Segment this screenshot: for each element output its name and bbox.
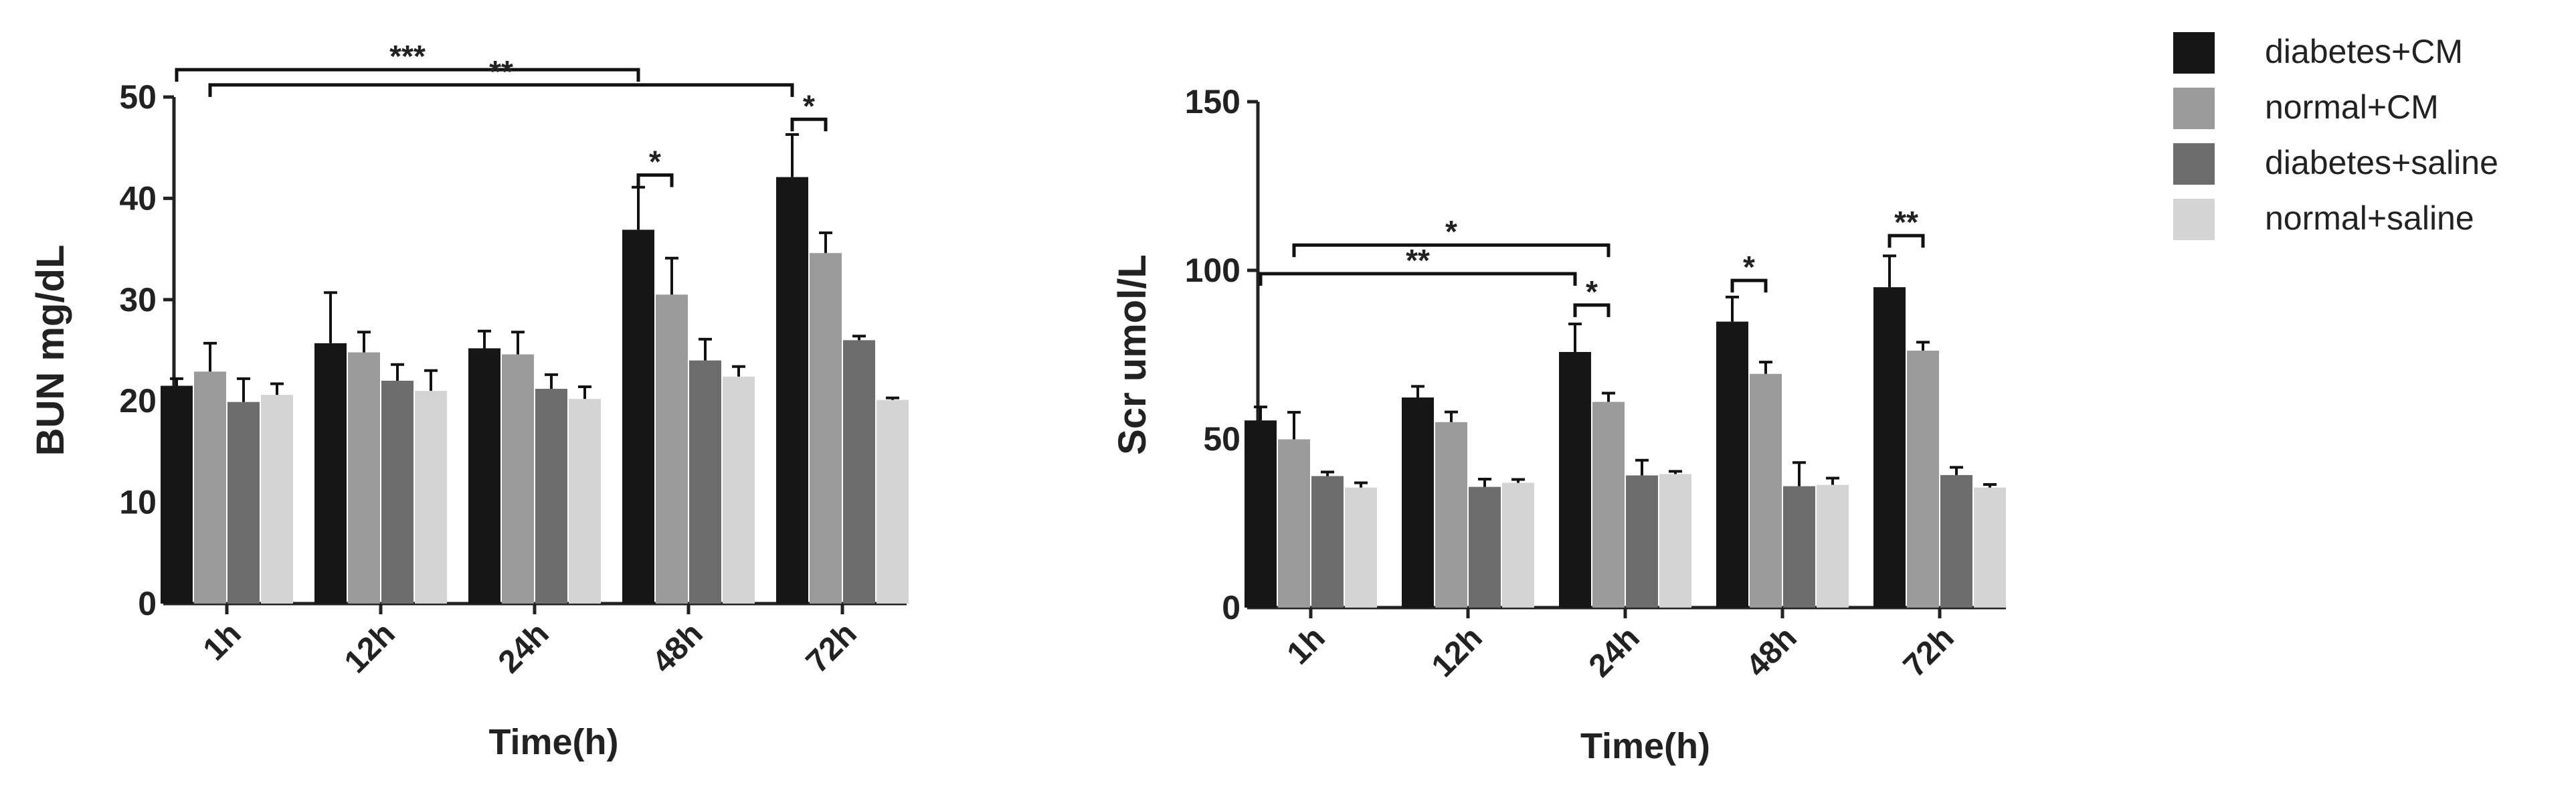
legend-swatch <box>2173 199 2215 240</box>
x-tick-label: 1h <box>1281 620 1332 671</box>
significance-label: *** <box>389 39 426 74</box>
significance-label: ** <box>1894 205 1918 240</box>
legend-swatch <box>2173 32 2215 74</box>
significance-bracket <box>790 117 828 132</box>
y-tick-label: 40 <box>119 179 157 217</box>
bar-diabetes-saline <box>1469 486 1501 608</box>
x-tick-label: 48h <box>646 616 710 680</box>
bar-normal-cm <box>810 253 842 604</box>
y-tick-label: 10 <box>119 484 157 521</box>
x-tick-label: 72h <box>1897 620 1961 684</box>
bar-diabetes-cm <box>1873 287 1906 608</box>
bar-normal-cm <box>1592 402 1625 608</box>
y-tick-label: 0 <box>1222 589 1240 626</box>
significance-bracket <box>1292 243 1611 258</box>
x-tick-label: 12h <box>338 616 402 680</box>
bar-normal-saline <box>415 391 447 604</box>
chart-2: 0 50 100 150 1h 12h 24h 48h 72h Time(h) Scr umol/L… <box>1111 83 2006 766</box>
bar-diabetes-saline <box>689 360 721 604</box>
bar-diabetes-saline <box>1783 486 1815 608</box>
bar-diabetes-saline <box>381 380 413 604</box>
bar-normal-saline <box>569 399 601 604</box>
legend-swatch <box>2173 88 2215 129</box>
significance-label: * <box>649 145 661 179</box>
bar-normal-cm <box>656 294 688 604</box>
bar-normal-saline <box>1659 474 1691 608</box>
chart-1: 0 10 20 30 40 50 1h 12h 24h 48h 72h Time(h) BUN mg/d… <box>29 39 909 762</box>
bar-normal-saline <box>877 399 909 604</box>
bar-diabetes-cm <box>314 343 347 604</box>
bar-diabetes-cm <box>1245 420 1277 608</box>
legend: diabetes+CM normal+CM diabetes+saline norma… <box>2173 32 2498 240</box>
x-axis-title: Time(h) <box>488 722 618 762</box>
legend-label: normal+saline <box>2265 199 2474 237</box>
significance-label: ** <box>489 54 513 89</box>
legend-label: diabetes+CM <box>2265 33 2463 70</box>
x-tick-label: 1h <box>197 616 248 667</box>
bar-diabetes-cm <box>776 177 808 604</box>
bar-diabetes-saline <box>843 340 875 604</box>
y-tick-label: 50 <box>1203 420 1240 458</box>
bar-diabetes-saline <box>535 389 567 604</box>
bar-normal-cm <box>502 354 534 604</box>
bar-normal-saline <box>723 376 755 604</box>
bar-diabetes-cm <box>1716 321 1748 608</box>
x-tick-label: 24h <box>1582 620 1647 684</box>
legend-swatch <box>2173 143 2215 185</box>
legend-label: normal+CM <box>2265 88 2439 126</box>
bar-diabetes-cm <box>161 385 193 604</box>
significance-label: * <box>1586 274 1598 309</box>
bar-normal-cm <box>194 371 226 604</box>
bar-diabetes-saline <box>1940 474 1972 608</box>
x-tick-label: 24h <box>492 616 556 680</box>
legend-label: diabetes+saline <box>2265 144 2498 181</box>
bar-diabetes-cm <box>622 230 654 604</box>
x-tick-label: 48h <box>1740 620 1804 684</box>
significance-bracket <box>1888 234 1925 248</box>
y-axis-title: BUN mg/dL <box>29 245 72 456</box>
bar-normal-saline <box>1345 487 1377 608</box>
bar-normal-saline <box>1502 482 1534 608</box>
significance-bracket <box>1730 278 1768 293</box>
y-tick-label: 50 <box>119 78 157 116</box>
significance-label: * <box>803 88 815 123</box>
x-tick-label: 72h <box>800 616 864 680</box>
bar-diabetes-saline <box>227 402 260 604</box>
bar-normal-cm <box>1435 422 1467 608</box>
significance-bracket <box>636 173 674 187</box>
significance-label: * <box>1445 214 1457 249</box>
significance-label: ** <box>1406 243 1430 278</box>
x-tick-label: 12h <box>1425 620 1489 684</box>
y-tick-label: 100 <box>1185 252 1240 289</box>
y-axis-title: Scr umol/L <box>1111 254 1154 455</box>
bar-normal-cm <box>1278 439 1310 608</box>
y-tick-label: 0 <box>138 585 157 622</box>
bar-diabetes-cm <box>1559 351 1591 608</box>
bar-diabetes-saline <box>1626 475 1658 608</box>
y-tick-label: 30 <box>119 281 157 319</box>
bar-normal-cm <box>1907 350 1939 608</box>
bar-normal-cm <box>348 352 380 604</box>
bar-normal-saline <box>1974 487 2006 608</box>
significance-label: * <box>1743 250 1755 284</box>
y-tick-label: 150 <box>1185 83 1240 120</box>
significance-bracket <box>1259 272 1577 286</box>
x-axis-title: Time(h) <box>1580 726 1710 766</box>
significance-bracket <box>175 68 640 82</box>
bar-diabetes-cm <box>1402 397 1434 608</box>
bar-normal-cm <box>1750 373 1782 608</box>
y-tick-label: 20 <box>119 382 157 420</box>
significance-bracket <box>1573 303 1611 317</box>
bar-normal-saline <box>261 395 293 604</box>
bar-diabetes-saline <box>1311 476 1344 608</box>
bar-normal-saline <box>1817 484 1849 608</box>
significance-bracket <box>208 83 794 97</box>
bar-diabetes-cm <box>468 348 500 604</box>
